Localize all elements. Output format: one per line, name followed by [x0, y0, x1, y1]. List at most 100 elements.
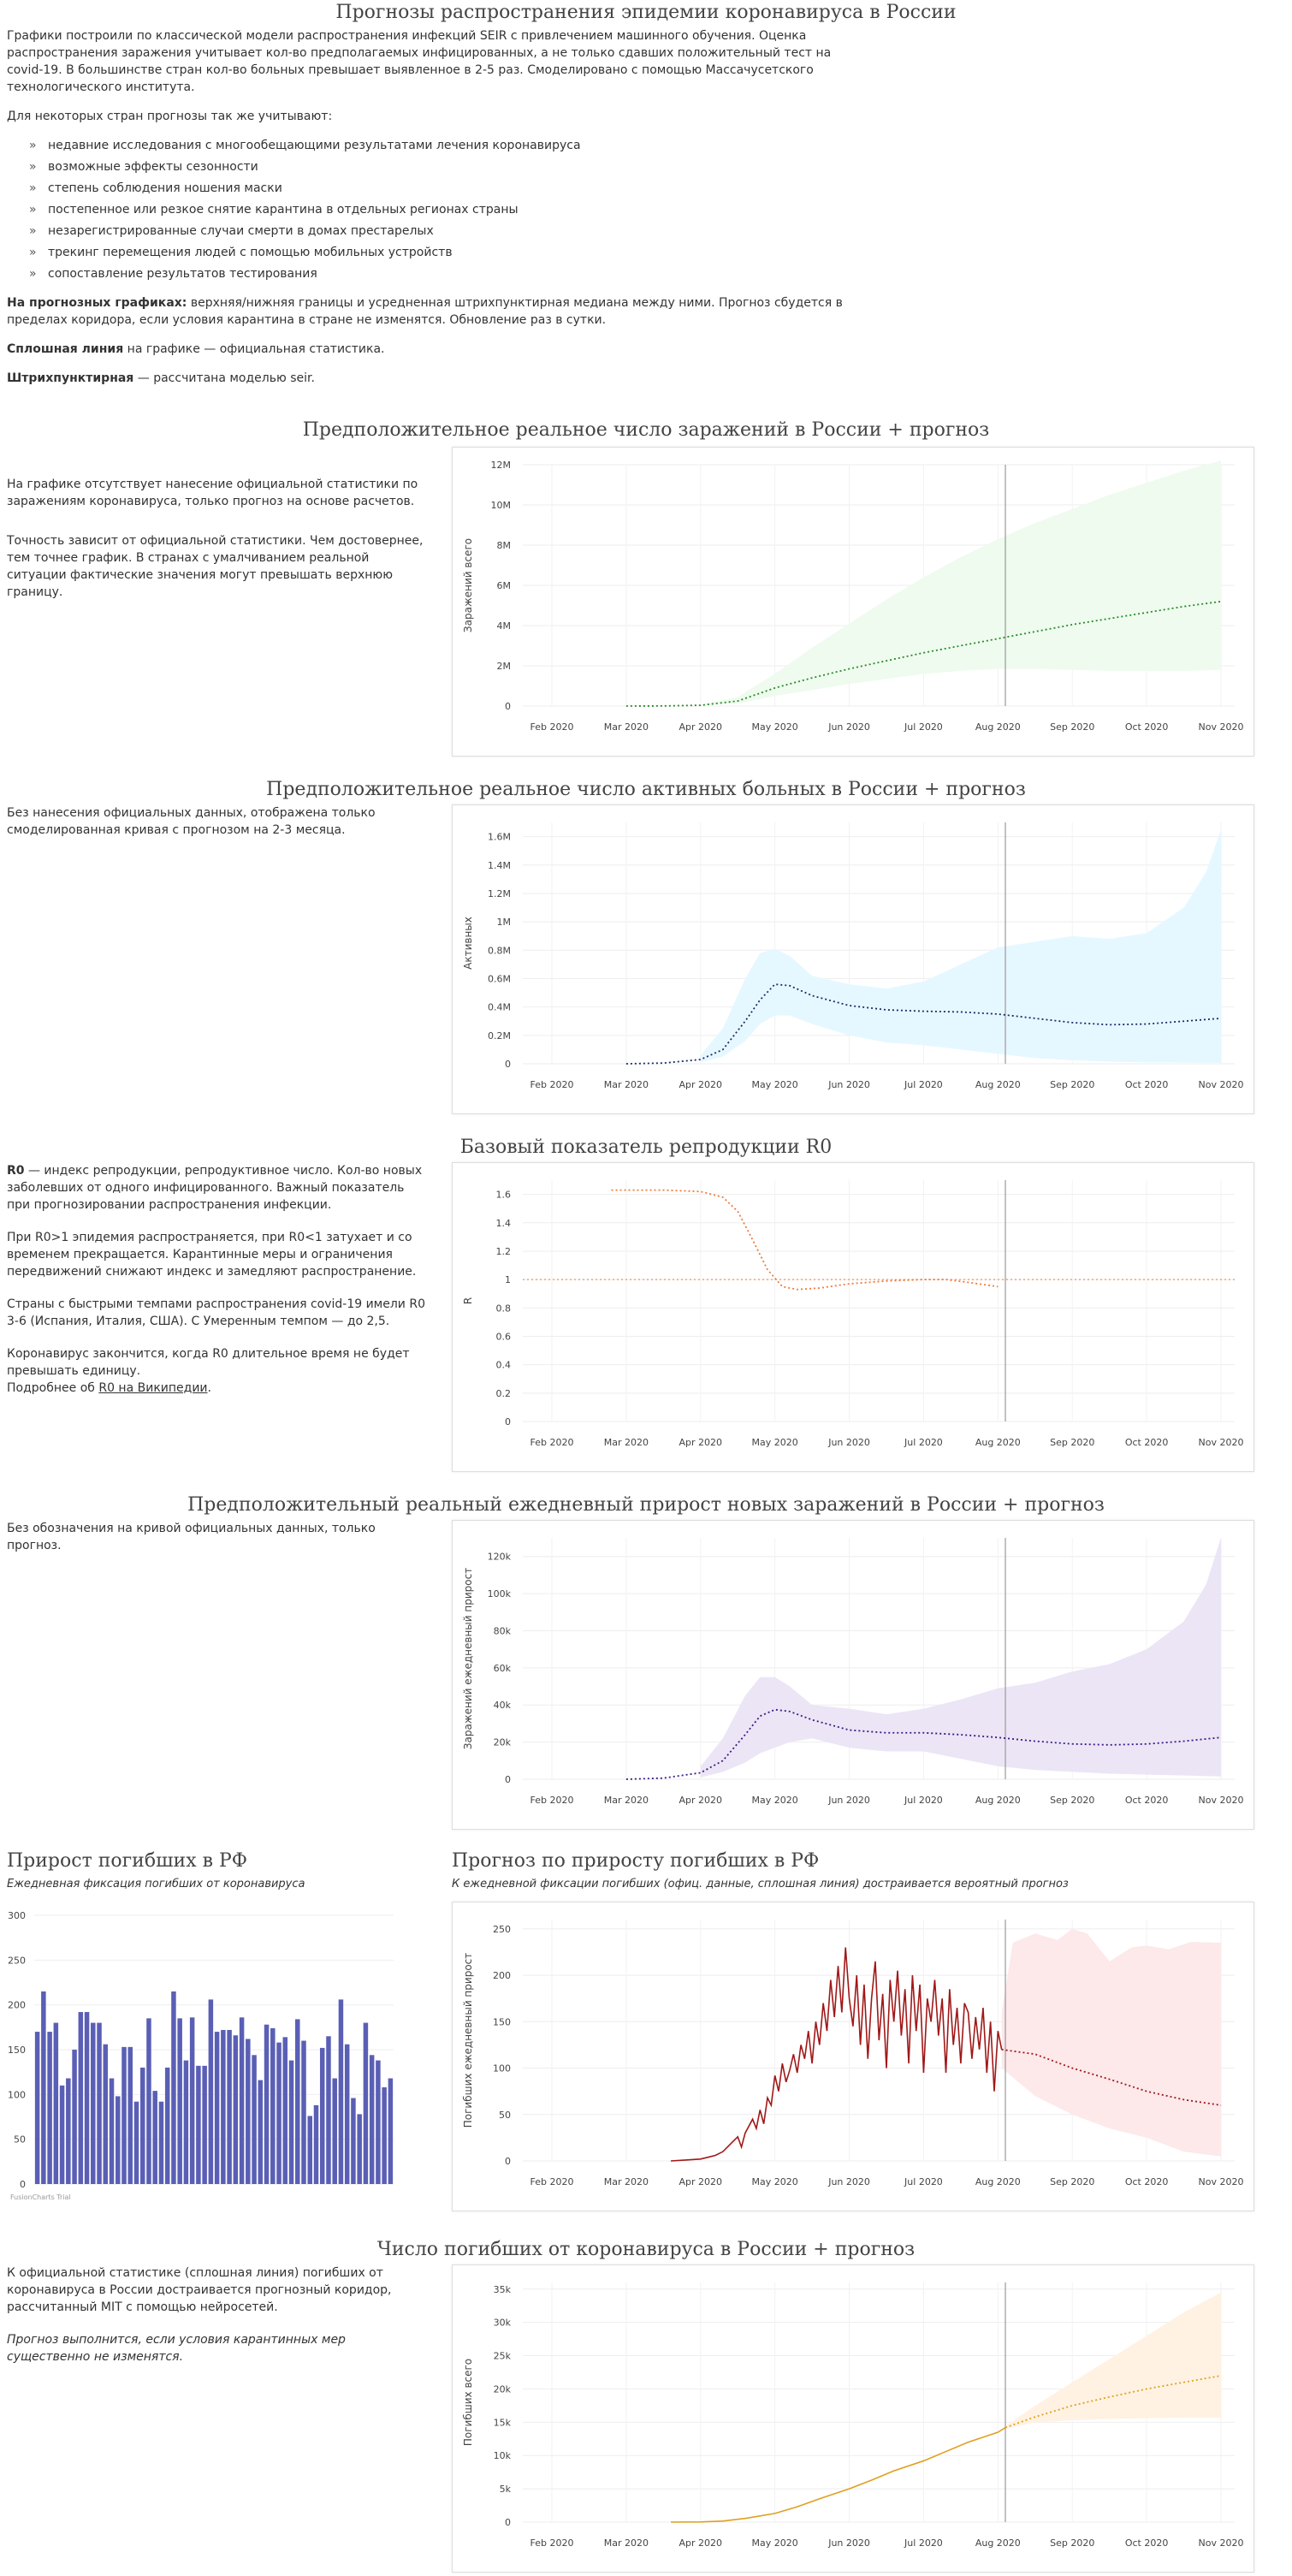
- x-tick-label: Jul 2020: [904, 1079, 943, 1090]
- x-tick-label: May 2020: [752, 2176, 798, 2187]
- y-tick-label: 100: [8, 2089, 26, 2100]
- y-tick-label: 150: [8, 2045, 26, 2056]
- x-tick-label: Oct 2020: [1125, 721, 1169, 733]
- bar: [382, 2086, 387, 2184]
- list-item: незарегистрированные случаи смерти в дом…: [29, 223, 854, 240]
- median-line: [1001, 2048, 1222, 2106]
- y-tick-label: 200: [493, 1970, 511, 1981]
- y-tick-label: 1.4: [496, 1218, 512, 1229]
- x-tick-label: Jun 2020: [827, 1795, 870, 1806]
- deaths-bar-caption: Ежедневная фиксация погибших от коронави…: [7, 1878, 305, 1890]
- bar: [109, 2078, 115, 2184]
- bar: [97, 2022, 102, 2184]
- r0-link-prefix: Подробнее об: [7, 1381, 99, 1395]
- bar: [351, 2098, 356, 2184]
- y-tick-label: 10k: [494, 2450, 512, 2461]
- y-tick-label: 0.6M: [488, 973, 511, 984]
- y-tick-label: 1: [505, 1274, 511, 1285]
- x-tick-label: May 2020: [752, 721, 798, 733]
- bar: [239, 2017, 245, 2184]
- bar: [369, 2055, 375, 2184]
- r0-text-4: Коронавирус закончится, когда R0 длитель…: [7, 1347, 410, 1378]
- x-tick-label: Aug 2020: [975, 1079, 1021, 1090]
- x-tick-label: Mar 2020: [604, 721, 649, 733]
- x-tick-label: Aug 2020: [975, 2537, 1021, 2549]
- chart-r0: 0 0.2 0.4 0.6 0.8 1 1.2 1.4 1.6 Feb 2020 Mar 2020 A…: [452, 1162, 1254, 1472]
- x-tick-label: Feb 2020: [530, 2176, 574, 2187]
- y-tick-label: 200: [8, 2000, 26, 2011]
- infections-description: На графике отсутствует нанесение официал…: [7, 476, 426, 616]
- r0-text-5: Подробнее об R0 на Википедии.: [7, 1380, 426, 1397]
- forecast-note-bold: На прогнозных графиках:: [7, 296, 187, 310]
- bar: [214, 2032, 220, 2184]
- section-title-r0: Базовый показатель репродукции R0: [459, 1137, 833, 1158]
- y-tick-label: 60k: [494, 1663, 512, 1674]
- forecast-note: На прогнозных графиках: верхняя/нижняя г…: [7, 294, 854, 329]
- r0-text-2: При R0>1 эпидемия распространяется, при …: [7, 1231, 417, 1279]
- x-tick-label: Aug 2020: [975, 2176, 1021, 2187]
- official-line: [670, 1947, 1003, 2162]
- intro-paragraph: Графики построили по классической модели…: [7, 29, 832, 94]
- fusioncharts-credit: FusionCharts Trial: [10, 2193, 71, 2201]
- y-tick-label: 100: [493, 2063, 511, 2074]
- bar: [59, 2085, 65, 2184]
- chart-r0-svg: 0 0.2 0.4 0.6 0.8 1 1.2 1.4 1.6 Feb 2020 Mar 2020 A…: [462, 1180, 1243, 1448]
- y-tick-label: 50: [499, 2110, 511, 2121]
- y-tick-label: 4M: [497, 620, 512, 632]
- chart-deaths-total: 0 5k 10k 15k 20k 25k 30k 35k Feb 2020 Mar 2020 Apr…: [452, 2264, 1254, 2573]
- bar: [53, 2022, 59, 2184]
- y-tick-label: 0.4M: [488, 1002, 511, 1013]
- bar: [357, 2114, 362, 2184]
- section-title-deaths-total: Число погибших от коронавируса в России …: [376, 2239, 916, 2260]
- median-line: [625, 1708, 1222, 1780]
- y-tick-label: 40k: [494, 1700, 512, 1711]
- bar: [133, 2101, 139, 2184]
- chart-deaths-bar-svg: 0 50 100 150 200 250 300 FusionCharts Trial: [8, 1910, 394, 2201]
- x-tick-label: Jun 2020: [827, 1437, 870, 1448]
- y-tick-label: 0.8: [496, 1303, 512, 1314]
- bar: [152, 2091, 157, 2184]
- y-tick-label: 0: [505, 2517, 511, 2528]
- bar: [208, 1999, 214, 2184]
- x-tick-label: Jul 2020: [904, 1437, 943, 1448]
- y-tick-label: 10M: [491, 500, 512, 511]
- y-tick-label: 1M: [497, 917, 512, 928]
- x-tick-label: Nov 2020: [1199, 1795, 1244, 1806]
- x-tick-label: Apr 2020: [679, 721, 723, 733]
- x-tick-label: May 2020: [752, 1079, 798, 1090]
- y-axis-title: Активных: [462, 917, 474, 970]
- y-tick-label: 25k: [494, 2351, 512, 2362]
- deaths-total-text-1: К официальной статистике (сплошная линия…: [7, 2266, 392, 2314]
- y-axis-title: R: [462, 1297, 474, 1304]
- bar: [376, 2060, 381, 2184]
- r0-text-1: R0 — индекс репродукции, репродуктивное …: [7, 1162, 426, 1214]
- y-tick-label: 50: [14, 2134, 26, 2146]
- chart-infections: 0 2M 4M 6M 8M 10M 12M Feb 2020 Mar 2020 Apr 2020 M…: [452, 447, 1254, 757]
- daily-text-1: Без обозначения на кривой официальных да…: [7, 1522, 376, 1552]
- x-tick-label: Jun 2020: [827, 721, 870, 733]
- x-tick-label: May 2020: [752, 2537, 798, 2549]
- x-tick-label: Oct 2020: [1125, 1795, 1169, 1806]
- chart-deaths-bar: 0 50 100 150 200 250 300 FusionCharts Trial: [3, 1902, 397, 2210]
- y-tick-label: 6M: [497, 580, 512, 591]
- r0-text-3: Страны с быстрыми темпами распространени…: [7, 1297, 425, 1328]
- active-description: Без нанесения официальных данных, отобра…: [7, 804, 426, 854]
- bar: [158, 2101, 164, 2184]
- r0-wikipedia-link[interactable]: R0 на Википедии: [98, 1381, 208, 1395]
- x-tick-label: Apr 2020: [679, 2176, 723, 2187]
- forecast-band: [700, 460, 1221, 706]
- x-tick-label: Feb 2020: [530, 1795, 574, 1806]
- bar: [282, 2037, 288, 2184]
- x-tick-label: Aug 2020: [975, 721, 1021, 733]
- y-tick-label: 1.4M: [488, 860, 511, 871]
- x-tick-label: Sep 2020: [1050, 1437, 1094, 1448]
- bar: [171, 1991, 176, 2184]
- x-tick-label: Nov 2020: [1199, 2537, 1244, 2549]
- chart-daily: 0 20k 40k 60k 80k 100k 120k Feb 2020 Mar 2020 Apr…: [452, 1520, 1254, 1830]
- x-tick-label: Jul 2020: [904, 2537, 943, 2549]
- x-tick-label: Mar 2020: [604, 1795, 649, 1806]
- y-tick-label: 0: [505, 1059, 511, 1070]
- list-item: сопоставление результатов тестирования: [29, 265, 854, 282]
- median-line: [1005, 2375, 1222, 2429]
- median-line: [625, 600, 1222, 707]
